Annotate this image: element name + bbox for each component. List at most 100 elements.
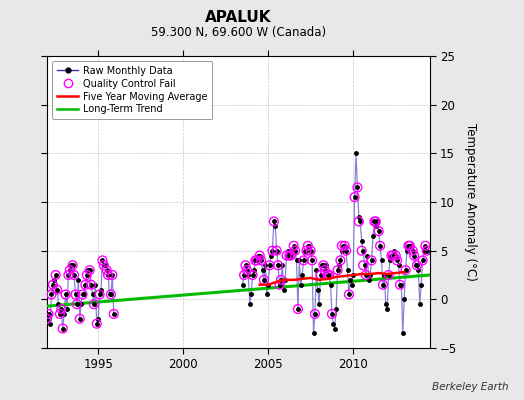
- Point: [325, 272, 333, 278]
- Point: [257, 257, 265, 264]
- Point: [81, 282, 90, 288]
- Point: [413, 262, 421, 268]
- Point: [256, 252, 264, 259]
- Point: [372, 218, 380, 225]
- Point: [362, 272, 370, 278]
- Point: [307, 248, 315, 254]
- Point: [56, 311, 64, 317]
- Point: [404, 242, 412, 249]
- Point: [421, 242, 430, 249]
- Point: [391, 252, 400, 259]
- Point: [376, 242, 384, 249]
- Point: [311, 311, 319, 317]
- Point: [396, 282, 404, 288]
- Point: [83, 272, 91, 278]
- Point: [282, 252, 291, 259]
- Point: [270, 218, 278, 225]
- Point: [107, 291, 115, 298]
- Point: [342, 248, 350, 254]
- Point: [319, 262, 328, 268]
- Point: [95, 291, 104, 298]
- Point: [64, 272, 73, 278]
- Point: [53, 286, 61, 293]
- Point: [59, 325, 67, 332]
- Point: [265, 262, 274, 268]
- Point: [375, 228, 383, 234]
- Point: [268, 248, 277, 254]
- Point: [333, 267, 342, 273]
- Point: [410, 252, 418, 259]
- Point: [328, 311, 336, 317]
- Point: [253, 257, 261, 264]
- Point: [251, 257, 259, 264]
- Point: [423, 248, 431, 254]
- Point: [351, 194, 359, 200]
- Point: [98, 257, 106, 264]
- Point: [321, 267, 329, 273]
- Point: [353, 184, 362, 191]
- Point: [51, 272, 60, 278]
- Legend: Raw Monthly Data, Quality Control Fail, Five Year Moving Average, Long-Term Tren: Raw Monthly Data, Quality Control Fail, …: [52, 61, 213, 119]
- Point: [274, 262, 282, 268]
- Point: [308, 257, 316, 264]
- Point: [303, 242, 312, 249]
- Point: [93, 320, 101, 327]
- Point: [75, 316, 84, 322]
- Point: [43, 316, 51, 322]
- Point: [387, 252, 396, 259]
- Point: [103, 267, 111, 273]
- Point: [49, 282, 57, 288]
- Point: [242, 262, 250, 268]
- Point: [389, 252, 397, 259]
- Point: [359, 262, 367, 268]
- Point: [370, 218, 379, 225]
- Point: [316, 272, 325, 278]
- Point: [108, 272, 116, 278]
- Point: [367, 257, 376, 264]
- Point: [287, 252, 295, 259]
- Point: [379, 282, 387, 288]
- Point: [66, 267, 74, 273]
- Point: [357, 248, 366, 254]
- Point: [285, 252, 293, 259]
- Point: [275, 282, 283, 288]
- Point: [272, 248, 281, 254]
- Point: [323, 272, 332, 278]
- Point: [299, 257, 308, 264]
- Point: [336, 257, 345, 264]
- Point: [240, 272, 248, 278]
- Text: APALUK: APALUK: [205, 10, 271, 25]
- Point: [85, 267, 94, 273]
- Point: [401, 267, 410, 273]
- Point: [393, 257, 401, 264]
- Point: [90, 301, 98, 307]
- Point: [87, 282, 95, 288]
- Text: Berkeley Earth: Berkeley Earth: [432, 382, 508, 392]
- Point: [104, 272, 112, 278]
- Point: [260, 277, 268, 283]
- Point: [57, 306, 66, 312]
- Point: [110, 311, 118, 317]
- Point: [73, 301, 81, 307]
- Point: [302, 248, 311, 254]
- Y-axis label: Temperature Anomaly (°C): Temperature Anomaly (°C): [464, 123, 477, 281]
- Point: [291, 248, 299, 254]
- Point: [243, 267, 251, 273]
- Point: [385, 272, 393, 278]
- Point: [418, 257, 427, 264]
- Point: [61, 291, 70, 298]
- Point: [294, 306, 302, 312]
- Point: [341, 242, 349, 249]
- Point: [345, 291, 353, 298]
- Point: [289, 242, 298, 249]
- Point: [79, 291, 87, 298]
- Point: [71, 291, 80, 298]
- Point: [248, 272, 257, 278]
- Point: [277, 277, 285, 283]
- Point: [337, 242, 346, 249]
- Point: [406, 242, 414, 249]
- Point: [355, 218, 363, 225]
- Point: [69, 262, 77, 268]
- Text: 59.300 N, 69.600 W (Canada): 59.300 N, 69.600 W (Canada): [151, 26, 326, 39]
- Point: [47, 291, 56, 298]
